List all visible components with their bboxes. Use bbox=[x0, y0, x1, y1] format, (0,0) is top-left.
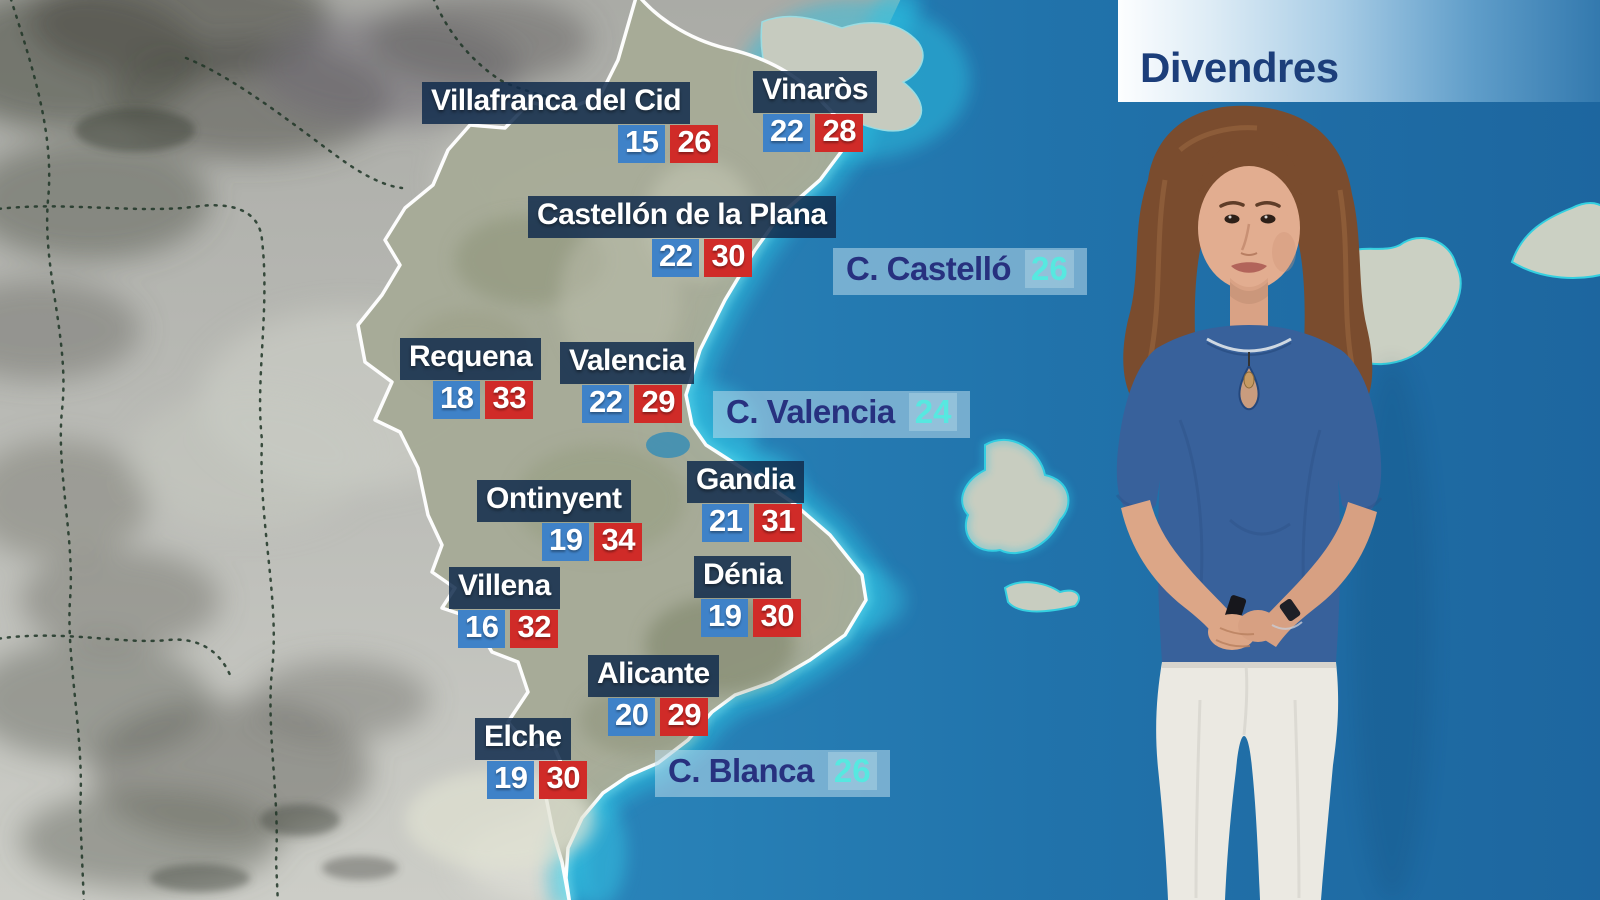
min-temp: 22 bbox=[652, 238, 700, 277]
max-temp: 28 bbox=[815, 113, 863, 152]
temperature-row: 22 29 bbox=[582, 384, 682, 423]
max-temp: 29 bbox=[634, 384, 682, 423]
city-temperature-label: Requena 18 33 bbox=[400, 338, 542, 419]
city-temperature-label: Villafranca del Cid 15 26 bbox=[422, 82, 718, 163]
max-temp: 26 bbox=[670, 124, 718, 163]
sea-temp-value: 26 bbox=[827, 752, 877, 790]
temperature-row: 16 32 bbox=[458, 609, 558, 648]
min-temp: 20 bbox=[608, 697, 656, 736]
city-name: Villena bbox=[449, 567, 560, 609]
city-temperature-label: Elche 19 30 bbox=[475, 718, 587, 799]
temperature-row: 22 30 bbox=[652, 238, 752, 277]
max-temp: 30 bbox=[753, 598, 801, 637]
city-name: Dénia bbox=[694, 556, 792, 598]
sea-temp-value: 24 bbox=[908, 393, 958, 431]
city-name: Valencia bbox=[560, 342, 695, 384]
max-temp: 31 bbox=[754, 503, 802, 542]
temperature-row: 21 31 bbox=[702, 503, 802, 542]
city-name: Castellón de la Plana bbox=[528, 196, 836, 238]
sea-temperature-label: C. Castelló 26 bbox=[833, 248, 1087, 295]
min-temp: 22 bbox=[582, 384, 630, 423]
city-temperature-label: Vinaròs 22 28 bbox=[753, 71, 877, 152]
sea-area-name: C. Blanca bbox=[668, 752, 814, 789]
city-name: Vinaròs bbox=[753, 71, 877, 113]
min-temp: 19 bbox=[487, 760, 535, 799]
temperature-row: 15 26 bbox=[618, 124, 718, 163]
city-temperature-label: Valencia 22 29 bbox=[560, 342, 695, 423]
city-name: Gandia bbox=[687, 461, 804, 503]
min-temp: 21 bbox=[702, 503, 750, 542]
temperature-row: 18 33 bbox=[433, 380, 533, 419]
sea-temperature-label: C. Blanca 26 bbox=[655, 750, 890, 797]
city-name: Ontinyent bbox=[477, 480, 631, 522]
city-temperature-label: Dénia 19 30 bbox=[694, 556, 801, 637]
formentera-island bbox=[1003, 581, 1080, 613]
temperature-row: 20 29 bbox=[608, 697, 708, 736]
max-temp: 29 bbox=[660, 697, 708, 736]
max-temp: 33 bbox=[485, 380, 533, 419]
city-name: Elche bbox=[475, 718, 571, 760]
city-temperature-label: Alicante 20 29 bbox=[588, 655, 719, 736]
albufera-lagoon bbox=[646, 432, 690, 458]
temperature-row: 19 30 bbox=[487, 760, 587, 799]
city-temperature-label: Gandia 21 31 bbox=[687, 461, 804, 542]
temperature-row: 19 34 bbox=[542, 522, 642, 561]
day-title-bar: Divendres bbox=[1118, 0, 1600, 102]
temperature-row: 19 30 bbox=[701, 598, 801, 637]
city-temperature-label: Castellón de la Plana 22 30 bbox=[528, 196, 836, 277]
max-temp: 32 bbox=[510, 609, 558, 648]
max-temp: 34 bbox=[594, 522, 642, 561]
min-temp: 18 bbox=[433, 380, 481, 419]
city-name: Villafranca del Cid bbox=[422, 82, 691, 124]
ibiza-island bbox=[958, 436, 1072, 557]
city-name: Alicante bbox=[588, 655, 719, 697]
terrain-peaks bbox=[75, 108, 398, 892]
temperature-row: 22 28 bbox=[763, 113, 863, 152]
sea-area-name: C. Valencia bbox=[726, 393, 895, 430]
min-temp: 19 bbox=[542, 522, 590, 561]
sea-temp-value: 26 bbox=[1025, 250, 1074, 288]
min-temp: 19 bbox=[701, 598, 749, 637]
sea-area-name: C. Castelló bbox=[846, 250, 1012, 287]
city-temperature-label: Villena 16 32 bbox=[449, 567, 560, 648]
min-temp: 15 bbox=[618, 124, 666, 163]
max-temp: 30 bbox=[539, 760, 587, 799]
min-temp: 16 bbox=[458, 609, 506, 648]
min-temp: 22 bbox=[763, 113, 811, 152]
max-temp: 30 bbox=[704, 238, 752, 277]
sea-temperature-label: C. Valencia 24 bbox=[713, 391, 971, 438]
city-name: Requena bbox=[400, 338, 542, 380]
page-title: Divendres bbox=[1140, 44, 1339, 91]
city-temperature-label: Ontinyent 19 34 bbox=[477, 480, 642, 561]
